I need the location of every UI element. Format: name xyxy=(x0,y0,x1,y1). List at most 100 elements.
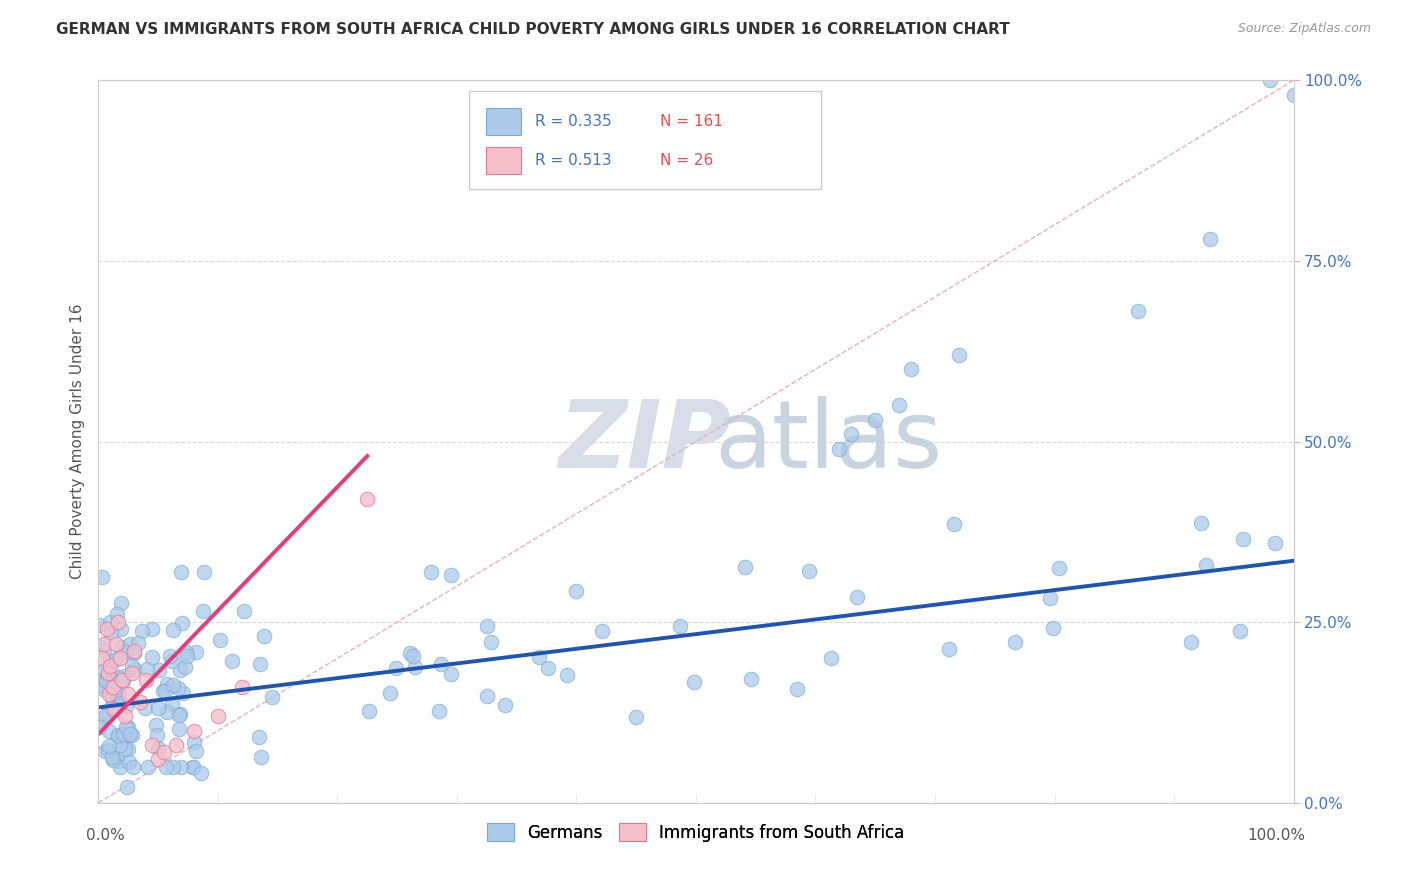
Point xyxy=(153,745,176,759)
Point xyxy=(108,760,131,774)
Point xyxy=(1039,591,1062,605)
Point xyxy=(1047,561,1070,575)
Point xyxy=(420,566,443,580)
Point xyxy=(101,681,124,696)
Point xyxy=(117,687,139,701)
Point xyxy=(440,567,463,582)
Point xyxy=(169,707,191,722)
Point xyxy=(90,640,112,655)
Point xyxy=(93,637,115,651)
Point xyxy=(233,604,256,618)
Point xyxy=(146,728,169,742)
Point xyxy=(98,653,121,667)
Point xyxy=(183,723,205,738)
Point xyxy=(1282,87,1305,102)
Point xyxy=(1180,635,1202,649)
Text: N = 161: N = 161 xyxy=(661,114,723,129)
Point xyxy=(1199,232,1222,246)
Point xyxy=(153,684,176,698)
Point xyxy=(169,723,191,737)
Point xyxy=(162,624,184,638)
Point xyxy=(91,651,114,665)
Point xyxy=(156,677,179,691)
Point xyxy=(93,642,115,657)
Point xyxy=(734,559,756,574)
Point xyxy=(114,645,136,659)
Point xyxy=(135,673,157,687)
Point xyxy=(114,699,136,714)
Point xyxy=(555,668,578,682)
Point xyxy=(148,664,170,678)
Point xyxy=(152,683,174,698)
Point xyxy=(141,738,163,752)
Point xyxy=(402,649,425,664)
Point xyxy=(260,690,283,704)
Point xyxy=(104,690,127,704)
Point xyxy=(98,615,121,629)
Point xyxy=(124,644,146,658)
Point xyxy=(89,715,111,730)
Point xyxy=(94,744,117,758)
Y-axis label: Child Poverty Among Girls Under 16: Child Poverty Among Girls Under 16 xyxy=(69,304,84,579)
Point xyxy=(682,675,704,690)
Point xyxy=(146,740,169,755)
Point xyxy=(107,755,129,769)
Point xyxy=(184,645,207,659)
Point xyxy=(481,635,503,649)
Point xyxy=(208,633,231,648)
Point xyxy=(1232,532,1254,546)
FancyBboxPatch shape xyxy=(470,91,821,189)
Point xyxy=(121,665,143,680)
Point xyxy=(141,622,163,636)
Point xyxy=(98,665,121,680)
Point xyxy=(176,648,198,663)
Text: N = 26: N = 26 xyxy=(661,153,713,168)
Point xyxy=(231,680,253,694)
Point xyxy=(112,669,135,683)
Point xyxy=(94,709,117,723)
Point xyxy=(145,717,167,731)
Point xyxy=(475,689,498,703)
Point xyxy=(359,705,381,719)
Point xyxy=(101,680,124,694)
Point xyxy=(1194,558,1216,573)
FancyBboxPatch shape xyxy=(485,147,522,174)
Text: R = 0.513: R = 0.513 xyxy=(534,153,612,168)
Point xyxy=(110,622,132,636)
Point xyxy=(786,681,808,696)
Point xyxy=(439,666,461,681)
Point xyxy=(129,695,152,709)
Point xyxy=(889,398,911,412)
Point xyxy=(193,565,215,579)
Point xyxy=(94,673,117,687)
Point xyxy=(136,760,159,774)
Point xyxy=(537,661,560,675)
Point xyxy=(169,663,191,677)
Point xyxy=(100,701,122,715)
Point xyxy=(96,623,118,637)
Point xyxy=(1042,621,1064,635)
Point xyxy=(1189,516,1212,531)
Point xyxy=(865,413,887,427)
Point xyxy=(740,673,762,687)
Point xyxy=(1004,635,1026,649)
Point xyxy=(247,730,270,744)
Point xyxy=(1128,304,1150,318)
Point xyxy=(165,738,187,752)
Point xyxy=(253,630,276,644)
Point xyxy=(249,657,271,671)
Point xyxy=(943,516,966,531)
Point xyxy=(1229,624,1251,638)
Point xyxy=(148,752,170,766)
Point xyxy=(122,662,145,676)
Point xyxy=(112,673,135,688)
Point xyxy=(100,626,122,640)
Point xyxy=(221,654,243,668)
Point xyxy=(159,649,181,664)
Point xyxy=(167,707,190,722)
Point xyxy=(527,650,550,665)
Point xyxy=(120,727,142,741)
Point xyxy=(117,742,139,756)
Point xyxy=(828,442,851,456)
Point xyxy=(105,607,128,621)
